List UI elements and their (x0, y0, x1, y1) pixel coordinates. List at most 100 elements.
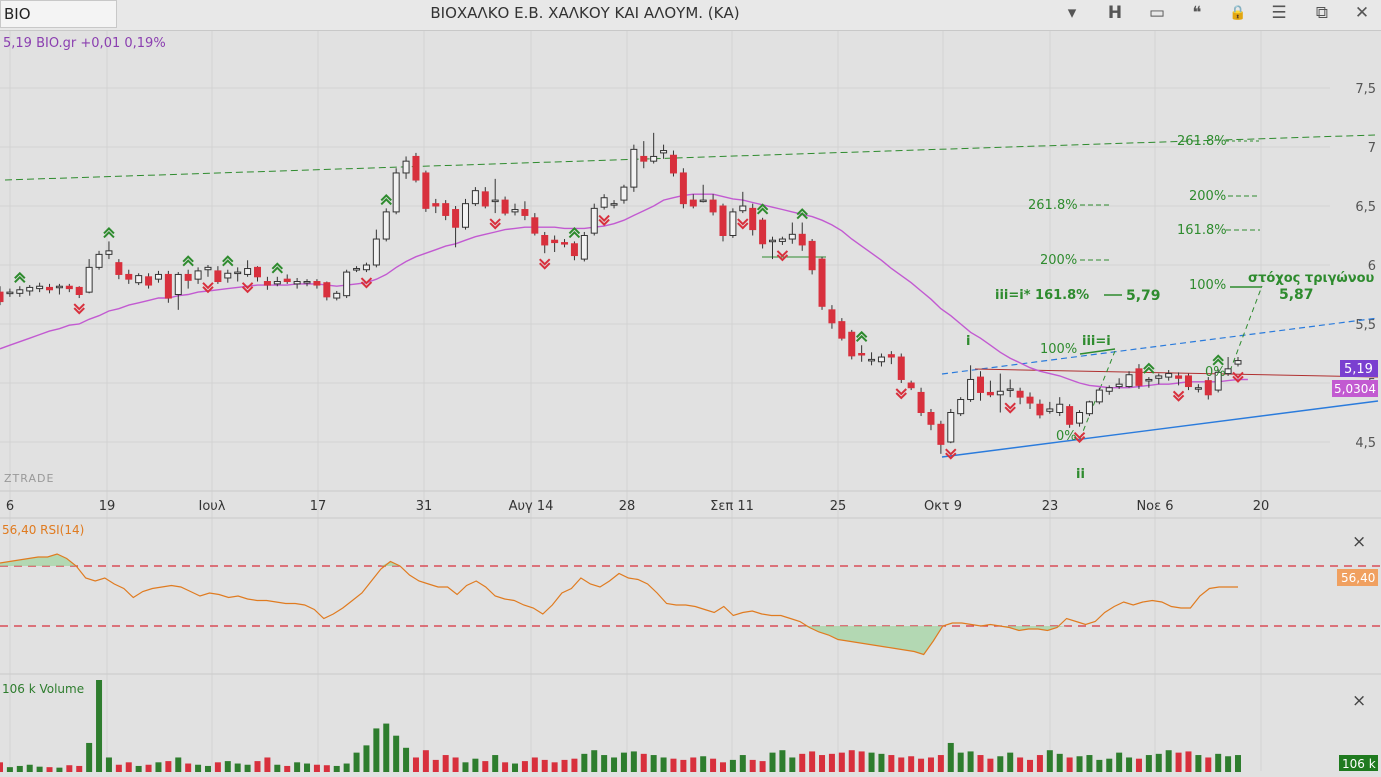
svg-text:5,0304: 5,0304 (1334, 382, 1376, 396)
candle (382, 208, 390, 242)
candle-body (1036, 403, 1044, 416)
candle-body (917, 391, 925, 414)
quote-icon[interactable]: ❝ (1192, 3, 1202, 23)
candle (887, 351, 895, 365)
candle-body (709, 199, 717, 213)
candle-body (85, 266, 93, 293)
lock-icon[interactable]: 🔒 (1229, 5, 1247, 21)
y-tick-label: 7,5 (1355, 82, 1376, 97)
volume-bar (343, 763, 350, 772)
candle (491, 178, 499, 214)
candle (868, 352, 876, 366)
volume-bar (640, 753, 647, 772)
candle-body (164, 273, 172, 299)
candle-body (323, 282, 331, 298)
volume-bar (561, 759, 568, 772)
upper-green-trendline (4, 134, 1376, 181)
volume-bar (541, 759, 548, 772)
candle (778, 236, 786, 245)
candle-body (214, 270, 222, 283)
volume-bar (135, 765, 142, 772)
wave-ii-label: ii (1076, 467, 1085, 482)
candle-body (343, 271, 351, 297)
candle (135, 273, 143, 286)
candle-body (1085, 401, 1093, 415)
candle (580, 231, 588, 262)
instrument-name: ΒΙΟΧΑΛΚΟ Ε.Β. ΧΑΛΚΟΥ ΚΑΙ ΑΛΟΥΜ. (ΚΑ) (430, 4, 740, 22)
candle (1234, 357, 1242, 367)
down-chevron-icon (1172, 390, 1185, 402)
candle-body (848, 331, 856, 357)
x-tick-label: 23 (1042, 499, 1059, 514)
volume-bar (1106, 758, 1113, 772)
grid-lines (0, 31, 1330, 771)
x-tick-label: 19 (99, 499, 116, 514)
volume-bar (412, 757, 419, 772)
candle (174, 272, 182, 310)
volume-bar (779, 750, 786, 772)
candle (471, 187, 479, 206)
panel-icon[interactable]: ▭ (1148, 3, 1166, 23)
candle-body (1234, 360, 1242, 365)
volume-bar (670, 758, 677, 772)
menu-icon[interactable]: ☰ (1271, 3, 1287, 23)
candle (848, 329, 856, 360)
candle-body (828, 309, 836, 324)
candle (204, 265, 212, 277)
candle (858, 345, 866, 362)
chart-canvas[interactable]: 6 19 Ιουλ 17 31 Αυγ 14 28 Σεπ 11 25 Οκτ 9 23 Νοε 6 2… (0, 31, 1381, 777)
candle-body (372, 238, 380, 266)
candle (709, 194, 717, 216)
volume-close-icon[interactable]: × (1352, 691, 1366, 711)
volume-bar (452, 757, 459, 772)
candle-body (976, 376, 984, 393)
candle (917, 387, 925, 417)
volume-bar (739, 755, 746, 772)
candle (1095, 387, 1103, 405)
candle (0, 286, 4, 306)
candle (650, 132, 658, 164)
candle (679, 168, 687, 209)
candle-body (808, 240, 816, 271)
candle-body (1184, 375, 1192, 388)
volume-bar (868, 752, 875, 772)
candle-body (561, 242, 569, 245)
h-button[interactable]: H (1107, 3, 1123, 23)
volume-bar (680, 759, 687, 772)
candle-body (303, 281, 311, 284)
candle (115, 259, 123, 280)
candle (937, 420, 945, 454)
candle-body (729, 211, 737, 236)
volume-bar (284, 765, 291, 772)
close-icon[interactable]: ✕ (1354, 3, 1370, 23)
candle-body (382, 211, 390, 240)
up-chevron-icon (14, 271, 26, 283)
volume-bar (26, 764, 33, 772)
candle-body (927, 412, 935, 425)
candle (630, 144, 638, 192)
volume-bar (1086, 755, 1093, 772)
volume-bar (6, 767, 13, 772)
fib-100-a: 100% (1040, 342, 1077, 357)
symbol-input[interactable]: BIO (0, 0, 117, 28)
candle-body (273, 281, 281, 285)
volume-bar (96, 680, 103, 772)
restore-icon[interactable]: ⧉ (1315, 3, 1329, 23)
candle-body (105, 250, 113, 255)
volume-bar (650, 755, 657, 772)
volume-bar (1175, 752, 1182, 772)
dropdown-icon[interactable]: ▾ (1067, 3, 1077, 23)
candle (105, 241, 113, 260)
volume-bar (789, 757, 796, 772)
rsi-close-icon[interactable]: × (1352, 532, 1366, 552)
candle (254, 266, 262, 282)
fib-200-b: 200% (1189, 189, 1226, 204)
volume-bar (551, 762, 558, 772)
candle (957, 397, 965, 417)
volume-bar (1215, 753, 1222, 772)
candle (1214, 368, 1222, 393)
candle (432, 198, 440, 214)
candle (1165, 370, 1173, 381)
candle-body (392, 172, 400, 213)
up-chevron-icon (1143, 362, 1155, 374)
